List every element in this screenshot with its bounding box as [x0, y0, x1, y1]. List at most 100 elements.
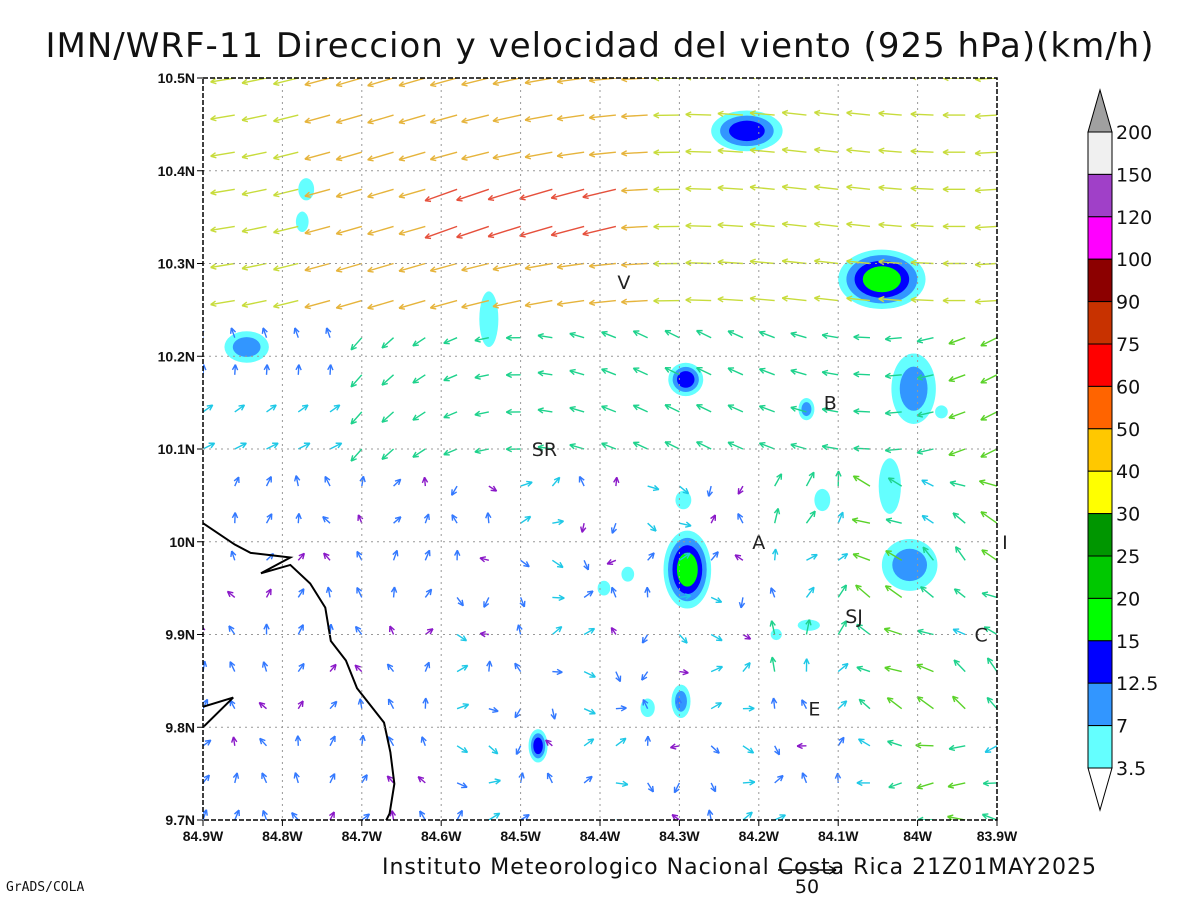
wind-vector [273, 114, 299, 124]
wind-vector [429, 299, 458, 310]
wind-vector [857, 738, 871, 747]
wind-vector [588, 114, 616, 121]
wind-vector [485, 512, 492, 524]
wind-vector [424, 225, 458, 240]
wind-vector [974, 187, 997, 194]
wind-vector [450, 485, 458, 496]
coastline-line [203, 522, 396, 820]
wind-vector [790, 368, 807, 376]
colorbar-label: 60 [1116, 376, 1140, 398]
wind-vector [335, 78, 362, 88]
grads-credit: GrADS/COLA [6, 880, 85, 895]
city-label: SR [532, 439, 557, 461]
city-label: I [1002, 532, 1008, 554]
city-label: E [808, 699, 820, 721]
wind-vector [749, 184, 775, 191]
wind-vector [203, 660, 208, 672]
wind-vector [354, 625, 363, 635]
wind-vector [717, 258, 743, 266]
wind-vector [203, 152, 204, 153]
wind-vector [769, 587, 776, 598]
wind-vector [324, 475, 331, 487]
y-tick-label: 9.7N [165, 812, 195, 828]
wind-vector [231, 512, 239, 524]
wind-vector [952, 628, 966, 636]
wind-vector [367, 151, 394, 162]
wind-vector [381, 448, 395, 460]
wind-vector [443, 374, 458, 382]
wind-vector [429, 114, 458, 125]
city-label: B [824, 393, 837, 415]
x-tick-label: 84.3W [659, 828, 700, 844]
wind-vector [685, 259, 712, 267]
wind-vector [885, 517, 902, 524]
colorbar-swatch [1087, 385, 1113, 430]
wind-vector [297, 552, 305, 561]
wind-vector [981, 549, 997, 561]
wind-vector [322, 515, 331, 524]
wind-vector [653, 112, 680, 119]
wind-vector [610, 522, 618, 534]
wind-vector [456, 664, 469, 673]
wind-vector [486, 660, 493, 672]
wind-vector [488, 812, 501, 820]
wind-vector [304, 225, 331, 236]
wind-vector [367, 299, 394, 310]
wind-vector [583, 560, 590, 571]
wind-vector [488, 485, 498, 492]
wind-vector [537, 370, 553, 377]
wind-vector [974, 298, 997, 305]
reference-arrow-head-b [828, 869, 837, 875]
y-tick-label: 10.5N [158, 70, 195, 86]
wind-vector [781, 295, 807, 302]
wind-vector [749, 147, 775, 154]
wind-vector [621, 150, 648, 157]
wind-vector [632, 367, 648, 376]
wind-vector [550, 708, 557, 720]
wind-vector [641, 634, 649, 644]
wind-vector [887, 477, 903, 487]
wind-vector [210, 188, 235, 196]
wind-vector [856, 665, 871, 673]
wind-vector [354, 664, 363, 673]
wind-vector [520, 480, 533, 487]
wind-vector [580, 523, 587, 533]
wind-vector [814, 295, 839, 302]
wind-vector [233, 476, 240, 487]
colorbar-label: 3.5 [1116, 758, 1146, 780]
wind-vector [456, 633, 468, 642]
wind-vector [350, 374, 363, 388]
wind-vector [851, 517, 871, 524]
wind-vector [524, 299, 553, 308]
wind-vector [679, 521, 692, 528]
wind-vector [487, 188, 521, 202]
wind-vector [653, 223, 680, 230]
wind-vector [758, 330, 775, 339]
wind-vector [456, 225, 490, 239]
wind-vector [835, 470, 842, 487]
wind-vector [984, 745, 997, 754]
wind-vector [329, 700, 338, 710]
wind-vector [367, 78, 394, 88]
wind-vector [524, 114, 553, 123]
x-tick-label: 84.7W [342, 828, 383, 844]
wind-vector [241, 225, 267, 234]
wind-vector [986, 657, 997, 672]
wind-vector [241, 262, 267, 271]
colorbar-swatch [1087, 513, 1113, 557]
wind-vector [505, 371, 521, 379]
wind-vector [505, 445, 521, 453]
wind-vector [329, 773, 336, 784]
wind-vector [980, 511, 997, 524]
wind-vector [582, 225, 617, 237]
x-tick-label: 83.9W [977, 828, 1018, 844]
wind-vector [266, 404, 277, 413]
wind-vector [696, 441, 712, 450]
wind-vector [769, 656, 777, 672]
city-label: A [752, 532, 765, 554]
colorbar-label: 200 [1116, 122, 1152, 144]
wind-vector [621, 113, 648, 120]
wind-vector [297, 404, 309, 413]
wind-vector [294, 735, 302, 746]
